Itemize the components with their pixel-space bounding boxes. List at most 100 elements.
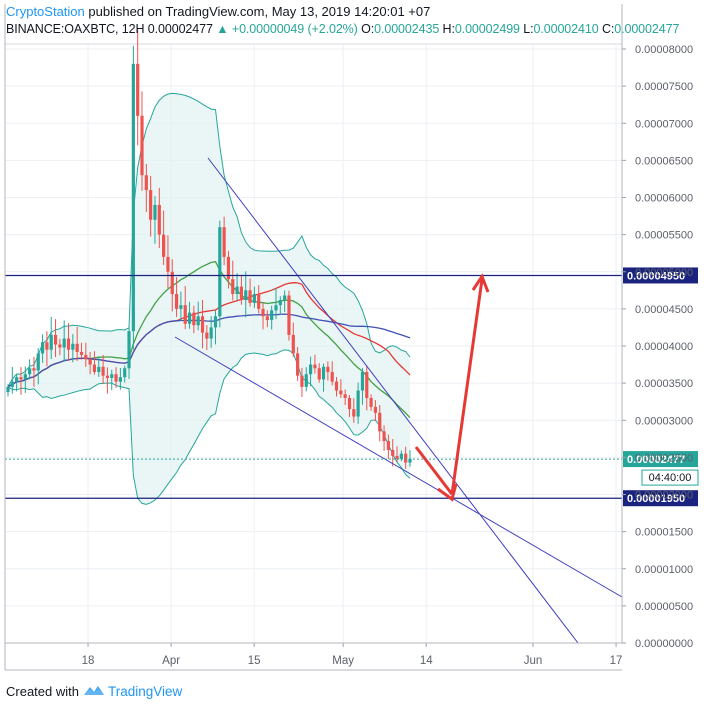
level-label: 0.00001950	[627, 493, 685, 505]
candle-body	[58, 344, 62, 348]
y-tick-label: 0.00000500	[635, 601, 693, 613]
candle-body	[404, 453, 408, 463]
countdown-label: 04:40:00	[649, 472, 692, 484]
candle-body	[300, 375, 304, 387]
candle-body	[213, 316, 218, 328]
arrow-up-line	[450, 279, 484, 495]
footer: Created with TradingView	[6, 683, 182, 700]
candle-body	[136, 63, 140, 116]
candle-body	[395, 455, 399, 459]
y-tick-label: 0.00003500	[635, 378, 693, 390]
low-value: 0.00002410	[533, 22, 599, 36]
upper-trendline	[207, 157, 579, 644]
x-tick-label: 18	[82, 655, 95, 667]
candle-body	[248, 290, 252, 303]
candle-body	[257, 294, 261, 309]
candle-body	[231, 279, 235, 295]
candle-body	[101, 366, 105, 376]
trendlines[interactable]	[174, 157, 623, 644]
arrow-up-head	[471, 273, 490, 293]
ma-blue	[7, 313, 411, 388]
candle-body	[347, 397, 352, 410]
candle-body	[10, 381, 14, 387]
arrow-down-line	[414, 446, 454, 496]
level-badge	[623, 490, 698, 507]
candle-body	[36, 353, 40, 371]
candle-body	[105, 375, 110, 378]
x-tick-label: 17	[610, 655, 623, 667]
moving-averages	[7, 260, 411, 419]
candle-body	[88, 359, 92, 365]
author-name[interactable]: CryptoStation	[6, 4, 85, 19]
bollinger-bands	[7, 92, 411, 505]
candle-body	[144, 175, 148, 191]
price-change: ▲ +0.00000049 (+2.02%)	[216, 22, 358, 36]
candle-body	[166, 256, 170, 272]
candles	[6, 29, 412, 469]
candle-body	[110, 374, 114, 378]
candle-body	[222, 227, 226, 257]
candle-body	[343, 394, 347, 398]
candle-body	[118, 377, 122, 382]
bollinger-lower	[7, 349, 411, 505]
candle-body	[330, 371, 334, 382]
y-tick-label: 0.00004500	[635, 304, 693, 316]
candle-body	[382, 431, 386, 442]
candle-body	[40, 342, 45, 354]
candle-body	[399, 453, 403, 459]
candle-body	[183, 305, 187, 324]
candle-body	[291, 334, 295, 354]
candle-body	[23, 374, 27, 380]
candle-body	[386, 441, 390, 450]
y-tick-label: 0.00001500	[635, 527, 693, 539]
candle-body	[339, 390, 343, 395]
candle-body	[79, 351, 84, 355]
candle-body	[174, 294, 179, 309]
open-value: 0.00002435	[374, 22, 440, 36]
tradingview-link[interactable]: TradingView	[107, 684, 183, 699]
ohlc-legend: BINANCE:OAXBTC, 12H 0.00002477 ▲ +0.0000…	[6, 22, 679, 36]
forecast-arrows[interactable]	[414, 273, 490, 502]
candle-body	[326, 366, 330, 372]
candle-body	[170, 271, 174, 295]
candle-body	[408, 458, 412, 463]
candle-body	[192, 312, 196, 326]
candle-body	[28, 368, 32, 375]
candle-body	[304, 374, 308, 387]
created-with-text: Created with	[6, 684, 79, 699]
last-price-badge	[623, 451, 698, 468]
candle-body	[274, 305, 278, 311]
y-tick-label: 0.00005500	[635, 230, 693, 242]
candle-body	[287, 295, 291, 335]
candle-body	[140, 115, 144, 176]
candle-body	[15, 377, 19, 382]
high-label: H:	[442, 22, 455, 36]
candle-body	[244, 290, 248, 300]
candle-body	[356, 390, 360, 417]
x-tick-label: May	[332, 655, 354, 667]
candle-body	[92, 364, 97, 372]
candle-body	[261, 308, 265, 317]
candle-body	[66, 338, 71, 350]
candle-body	[270, 310, 274, 321]
y-tick-label: 0.00007500	[635, 81, 693, 93]
horizontal-levels[interactable]: 0.00004950 0.00001950 0.00002477 04:40:00	[5, 267, 699, 507]
candle-body	[84, 354, 88, 360]
candle-body	[162, 234, 166, 257]
high-value: 0.00002499	[454, 22, 520, 36]
low-label: L:	[523, 22, 534, 36]
candle-body	[49, 334, 53, 350]
candle-body	[187, 312, 192, 324]
candle-body	[378, 412, 382, 432]
candle-body	[365, 371, 369, 398]
tradingview-logo-icon[interactable]	[83, 683, 105, 700]
candle-body	[97, 366, 101, 372]
candle-body	[369, 397, 373, 407]
y-tick-label: 0.00001000	[635, 564, 693, 576]
candle-body	[196, 316, 200, 326]
y-tick-label: 0.00007000	[635, 118, 693, 130]
axes: 0.00000000 0.00000500 0.00001000 0.00001500…	[4, 4, 693, 671]
last-price-label: 0.00002477	[627, 454, 685, 466]
candle-body	[62, 338, 66, 348]
